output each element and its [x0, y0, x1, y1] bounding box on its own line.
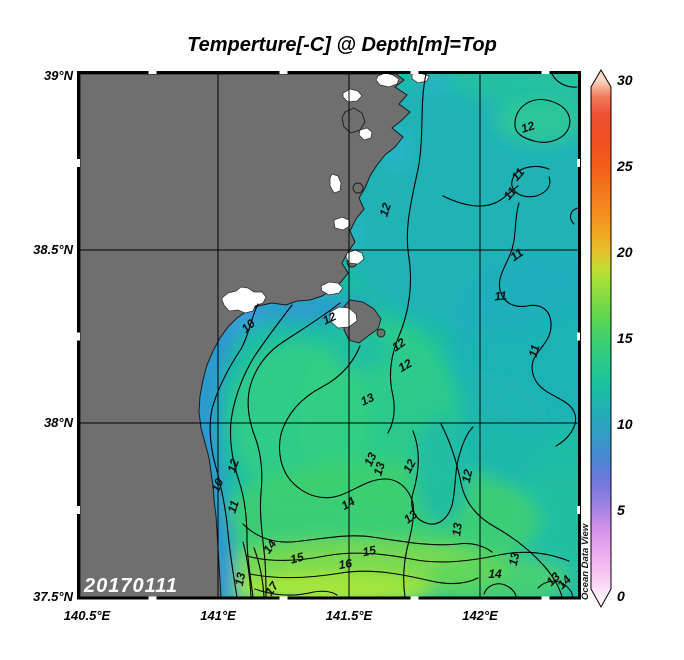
y-tick-label: 39°N — [44, 68, 74, 83]
contour-label: 15 — [361, 543, 377, 560]
colorbar-tick-label: 0 — [617, 588, 625, 604]
colorbar-arrow-bar — [590, 69, 612, 609]
x-axis-labels: 140.5°E 141°E 141.5°E 142°E — [64, 608, 498, 623]
y-tick-label: 37.5°N — [33, 589, 74, 604]
minor-tick — [577, 332, 580, 341]
minor-tick — [279, 596, 288, 600]
plot-title: Temperture[-C] @ Depth[m]=Top — [187, 34, 497, 56]
contour-label: 11 — [526, 343, 543, 359]
frame-minor-ticks — [77, 71, 580, 600]
graticule — [80, 74, 578, 597]
minor-tick — [148, 71, 157, 74]
minor-tick — [410, 71, 419, 74]
odv-watermark: Ocean Data View — [580, 523, 591, 600]
colorbar-tick-labels: 0 5 10 15 20 25 30 — [616, 72, 633, 604]
y-axis-labels: 39°N 38.5°N 38°N 37.5°N — [33, 68, 74, 604]
contour-label: 12 — [320, 309, 338, 327]
landmass — [80, 74, 411, 597]
minor-tick — [77, 159, 80, 167]
contour-label: 11 — [494, 288, 508, 303]
colorbar: 0 5 10 15 20 25 30 Ocean Data View — [580, 69, 633, 609]
minor-tick — [577, 506, 580, 514]
minor-tick — [410, 596, 419, 600]
minor-tick — [279, 71, 288, 74]
contour-lines — [209, 74, 578, 597]
colorbar-tick-label: 30 — [617, 72, 633, 88]
contour-label: 12 — [224, 457, 242, 474]
colorbar-tick-label: 20 — [616, 244, 633, 260]
contour-label: 11 — [225, 498, 242, 514]
x-tick-label: 142°E — [462, 608, 498, 623]
contour-label: 15 — [289, 550, 306, 567]
minor-tick — [577, 159, 580, 167]
y-tick-label: 38°N — [44, 415, 74, 430]
colorbar-tick-label: 5 — [617, 502, 625, 518]
minor-tick — [541, 71, 550, 74]
contour-label: 14 — [488, 567, 502, 581]
contour-label: 12 — [396, 356, 415, 375]
contour-label: 13 — [232, 571, 249, 587]
contour-label: 13 — [361, 450, 379, 468]
minor-tick — [77, 332, 80, 341]
contour-label: 14 — [339, 494, 358, 513]
temperature-blobs — [192, 74, 578, 597]
colorbar-tick-label: 15 — [617, 330, 633, 346]
contour-label: 12 — [459, 468, 476, 484]
contour-label: 13 — [370, 460, 388, 477]
no-data-patches — [221, 74, 430, 329]
colorbar-tick-label: 25 — [616, 158, 633, 174]
x-tick-label: 140.5°E — [64, 608, 111, 623]
contour-label: 12 — [400, 457, 419, 476]
minor-tick — [148, 596, 157, 600]
minor-tick — [541, 596, 550, 600]
contour-label: 12 — [376, 201, 394, 218]
x-tick-label: 141°E — [200, 608, 236, 623]
contour-label: 13 — [358, 390, 376, 408]
colorbar-tick-label: 10 — [617, 416, 633, 432]
contour-label: 13 — [449, 522, 465, 537]
contour-label: 16 — [338, 556, 354, 572]
y-tick-label: 38.5°N — [33, 242, 74, 257]
date-stamp: 20170111 — [83, 575, 178, 597]
contour-label: 10 — [208, 476, 226, 494]
x-tick-label: 141.5°E — [326, 608, 373, 623]
contour-label: 13 — [506, 551, 523, 567]
minor-tick — [77, 506, 80, 514]
contour-label: 12 — [519, 118, 536, 136]
